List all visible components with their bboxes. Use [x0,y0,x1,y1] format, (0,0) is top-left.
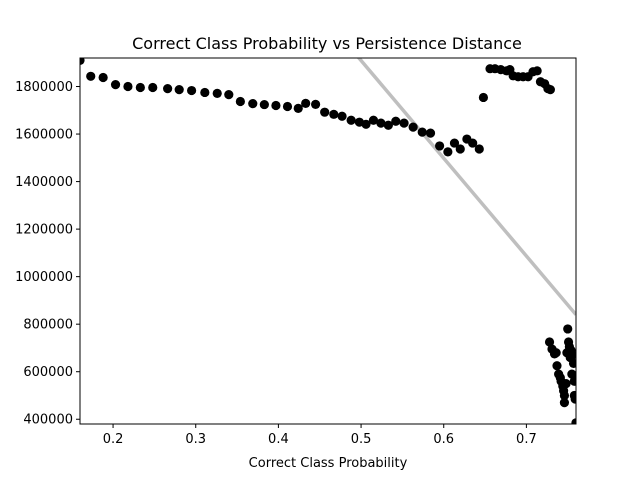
data-point [569,376,576,386]
data-point [474,144,484,154]
y-tick-label: 1200000 [15,223,73,238]
data-point [248,99,258,109]
y-tick-label: 1600000 [15,128,73,143]
data-point [443,147,453,157]
y-tick-label: 600000 [23,365,73,380]
data-point [301,98,311,108]
data-point [568,358,576,368]
x-tick-label: 0.7 [516,432,537,447]
plot-frame [79,57,577,425]
data-point [148,82,158,93]
data-point [391,116,401,126]
data-point [383,120,393,130]
data-point [293,103,303,113]
trend-line [356,58,576,316]
data-point [425,128,436,138]
data-point [329,109,339,119]
data-point [417,127,427,137]
x-tick-label: 0.3 [185,432,206,447]
data-point [271,100,281,111]
data-point [468,138,478,148]
data-point [435,141,445,151]
data-point [212,88,222,99]
y-tick-label: 400000 [23,413,73,428]
data-point [552,361,562,371]
data-point [455,144,465,154]
data-point [224,90,234,100]
data-point [110,80,121,90]
data-point [399,118,409,128]
data-point [570,394,576,404]
plot-background [80,58,576,424]
chart-title: Correct Class Probability vs Persistence… [132,34,522,53]
data-point [123,81,133,92]
data-point [235,96,245,107]
y-tick-label: 1800000 [15,80,73,95]
data-point [376,118,386,128]
data-point [567,369,576,379]
y-tick-label: 1000000 [15,270,73,285]
data-point [368,115,379,125]
data-point [551,348,561,358]
data-point [337,111,347,121]
data-point [187,85,197,96]
data-point [174,85,184,95]
data-point [86,71,96,81]
data-point [320,107,330,117]
x-tick-label: 0.6 [433,432,454,447]
data-point [408,122,418,132]
data-point [80,58,85,65]
data-point [544,337,555,347]
data-point [532,66,542,76]
x-axis-ticks: 0.2 0.3 0.4 0.5 0.6 0.7 [103,424,537,447]
data-point [478,92,489,103]
data-point [163,84,173,94]
y-tick-label: 800000 [23,318,73,333]
x-tick-label: 0.4 [268,432,289,447]
data-point [449,138,460,148]
data-point [559,390,570,401]
data-point [259,99,269,110]
data-point [200,87,210,98]
data-point [561,378,571,389]
data-point [545,85,555,95]
y-axis-ticks: 400000 600000 800000 1000000 1200000 1400000 1… [15,80,80,428]
points-layer [80,58,576,424]
data-point [135,82,145,93]
data-point [98,72,108,83]
x-axis-label: Correct Class Probability [249,456,408,471]
data-point [563,324,573,334]
data-point [568,350,576,360]
data-point [361,119,371,129]
x-tick-label: 0.2 [103,432,124,447]
data-point [311,99,321,109]
plot-area [80,58,576,424]
data-point [282,101,293,112]
data-point [571,418,576,424]
y-tick-label: 1400000 [15,175,73,190]
x-tick-label: 0.5 [351,432,372,447]
data-point [346,115,356,125]
data-point [559,398,570,408]
trend-layer [356,58,576,316]
